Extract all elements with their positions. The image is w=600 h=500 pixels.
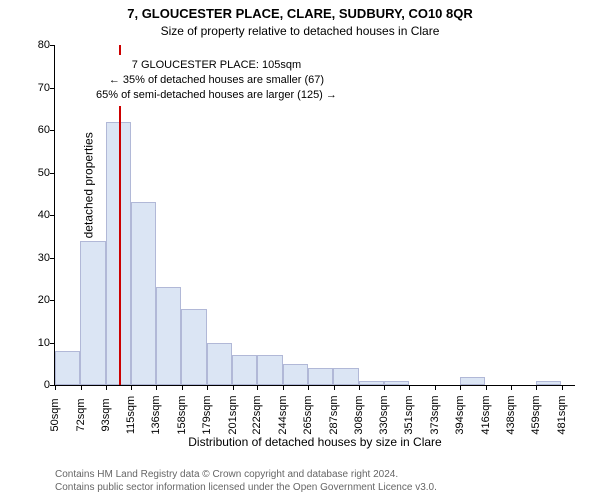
x-tick-label: 244sqm xyxy=(277,395,289,434)
footer-attribution: Contains HM Land Registry data © Crown c… xyxy=(55,468,575,494)
x-tick-label: 373sqm xyxy=(429,395,441,434)
x-tick-mark xyxy=(536,385,537,390)
chart-title-sub: Size of property relative to detached ho… xyxy=(0,24,600,38)
x-tick-label: 416sqm xyxy=(480,395,492,434)
histogram-bar xyxy=(536,381,561,385)
y-tick-label: 10 xyxy=(22,337,50,349)
x-tick-mark xyxy=(283,385,284,390)
x-tick-mark xyxy=(384,385,385,390)
y-tick-label: 50 xyxy=(22,167,50,179)
y-tick-mark xyxy=(50,300,55,301)
x-axis-line xyxy=(55,385,575,386)
x-tick-mark xyxy=(207,385,208,390)
x-tick-mark xyxy=(409,385,410,390)
histogram-bar xyxy=(257,355,282,385)
histogram-bar xyxy=(80,241,105,386)
y-tick-label: 30 xyxy=(22,252,50,264)
x-tick-label: 394sqm xyxy=(454,395,466,434)
x-tick-mark xyxy=(81,385,82,390)
histogram-bar xyxy=(308,368,333,385)
y-tick-mark xyxy=(50,173,55,174)
y-tick-mark xyxy=(50,88,55,89)
x-tick-label: 308sqm xyxy=(353,395,365,434)
x-tick-mark xyxy=(257,385,258,390)
x-tick-label: 93sqm xyxy=(100,398,112,431)
y-tick-label: 60 xyxy=(22,124,50,136)
x-tick-label: 115sqm xyxy=(125,396,137,434)
x-tick-mark xyxy=(308,385,309,390)
histogram-bar xyxy=(359,381,384,385)
histogram-bar xyxy=(207,343,232,386)
annotation-line-2: ← 35% of detached houses are smaller (67… xyxy=(96,73,337,88)
histogram-bar xyxy=(55,351,80,385)
x-tick-mark xyxy=(511,385,512,390)
x-tick-label: 136sqm xyxy=(150,395,162,434)
footer-line-2: Contains public sector information licen… xyxy=(55,481,575,494)
y-tick-label: 20 xyxy=(22,294,50,306)
y-tick-mark xyxy=(50,343,55,344)
x-tick-mark xyxy=(486,385,487,390)
x-tick-label: 50sqm xyxy=(49,398,61,431)
footer-line-1: Contains HM Land Registry data © Crown c… xyxy=(55,468,575,481)
histogram-bar xyxy=(131,202,156,385)
annotation-line-3: 65% of semi-detached houses are larger (… xyxy=(96,88,337,103)
x-tick-label: 72sqm xyxy=(75,398,87,431)
y-tick-mark xyxy=(50,258,55,259)
x-tick-label: 265sqm xyxy=(302,395,314,434)
x-tick-label: 438sqm xyxy=(505,395,517,434)
x-tick-mark xyxy=(156,385,157,390)
x-tick-label: 330sqm xyxy=(378,395,390,434)
x-axis-label: Distribution of detached houses by size … xyxy=(55,435,575,449)
y-tick-mark xyxy=(50,45,55,46)
x-tick-mark xyxy=(131,385,132,390)
histogram-bar xyxy=(384,381,409,385)
x-tick-label: 351sqm xyxy=(403,395,415,434)
histogram-bar xyxy=(283,364,308,385)
y-tick-mark xyxy=(50,215,55,216)
x-tick-label: 481sqm xyxy=(556,395,568,434)
x-tick-label: 287sqm xyxy=(328,395,340,434)
x-tick-mark xyxy=(435,385,436,390)
chart-container: 7, GLOUCESTER PLACE, CLARE, SUDBURY, CO1… xyxy=(0,0,600,500)
annotation-line-1: 7 GLOUCESTER PLACE: 105sqm xyxy=(96,58,337,73)
histogram-bar xyxy=(181,309,206,386)
y-tick-label: 80 xyxy=(22,39,50,51)
x-tick-mark xyxy=(334,385,335,390)
x-tick-mark xyxy=(55,385,56,390)
annotation-box: 7 GLOUCESTER PLACE: 105sqm ← 35% of deta… xyxy=(90,55,343,106)
x-tick-mark xyxy=(233,385,234,390)
x-tick-mark xyxy=(359,385,360,390)
x-tick-mark xyxy=(182,385,183,390)
y-tick-label: 40 xyxy=(22,209,50,221)
chart-title-main: 7, GLOUCESTER PLACE, CLARE, SUDBURY, CO1… xyxy=(0,6,600,21)
x-tick-mark xyxy=(460,385,461,390)
x-tick-label: 459sqm xyxy=(530,395,542,434)
histogram-bar xyxy=(156,287,181,385)
y-tick-label: 0 xyxy=(22,379,50,391)
x-tick-label: 222sqm xyxy=(251,395,263,434)
x-tick-mark xyxy=(106,385,107,390)
x-tick-label: 179sqm xyxy=(201,395,213,434)
x-tick-mark xyxy=(562,385,563,390)
y-tick-mark xyxy=(50,130,55,131)
x-tick-label: 158sqm xyxy=(176,395,188,434)
x-tick-label: 201sqm xyxy=(227,395,239,434)
histogram-bar xyxy=(333,368,358,385)
y-tick-label: 70 xyxy=(22,82,50,94)
histogram-bar xyxy=(232,355,257,385)
histogram-bar xyxy=(460,377,485,386)
